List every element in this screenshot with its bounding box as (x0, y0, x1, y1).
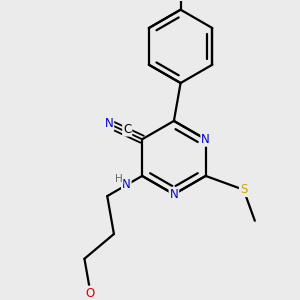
Text: H: H (115, 174, 123, 184)
Text: S: S (240, 183, 247, 196)
Text: N: N (201, 133, 210, 146)
Text: N: N (105, 117, 113, 130)
Text: N: N (122, 178, 131, 191)
Text: C: C (123, 123, 131, 136)
Text: O: O (86, 286, 95, 299)
Text: N: N (169, 188, 178, 201)
